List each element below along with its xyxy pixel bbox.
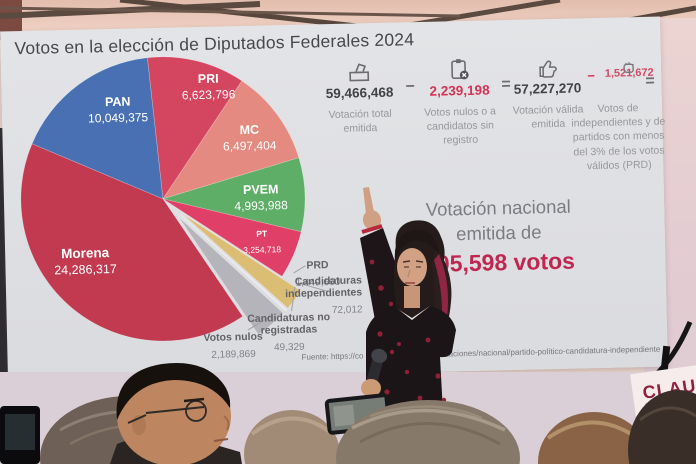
phone-screen-image <box>333 404 356 427</box>
eyebrow <box>183 397 205 403</box>
speaker-hair-top <box>394 229 439 260</box>
pie-slice-6 <box>180 214 287 312</box>
leader-lines <box>247 265 328 331</box>
hair <box>116 363 231 420</box>
pie-slice-7 <box>178 216 284 335</box>
pie-slice-4 <box>181 213 302 309</box>
pie-slice-0 <box>147 56 243 200</box>
presentation-slide: Votos en la elección de Diputados Federa… <box>0 16 668 382</box>
nose <box>407 269 411 278</box>
red-bracelet <box>361 224 383 234</box>
pie-slice-8 <box>20 143 244 342</box>
nose <box>223 415 230 431</box>
camera-screen <box>5 414 35 450</box>
face <box>117 366 231 464</box>
equation-term-total: 59,466,468 Votación total emitida <box>313 58 407 136</box>
pie-slices <box>20 56 306 342</box>
equation-term-valid: 57,227,270 Votación válida emitida <box>511 54 585 132</box>
pie-slice-1 <box>162 80 300 200</box>
hand-holding-mic <box>361 379 381 397</box>
crowd-head-brown <box>538 412 650 464</box>
pointing-finger <box>363 187 374 214</box>
crowd-man-glasses <box>110 363 242 464</box>
hair-streak <box>639 406 696 422</box>
mic-stand <box>660 345 671 374</box>
leader-line <box>247 317 269 331</box>
tent-corner <box>0 0 22 40</box>
thumbs-up-icon <box>511 54 584 80</box>
hair-streak <box>351 408 506 432</box>
leader-line <box>291 286 296 312</box>
ponytail-ribbon <box>434 254 448 332</box>
eyebrows <box>402 260 424 263</box>
pie-slice-9 <box>31 57 164 200</box>
equation-term-null: 2,239,198 Votos nulos o a candidatos sin… <box>417 56 503 148</box>
fist-icon <box>622 61 635 79</box>
pie-slice-5 <box>180 214 288 311</box>
hair-streak <box>359 422 501 446</box>
pie-slice-2 <box>161 157 306 233</box>
speaker-face <box>397 248 427 286</box>
glasses-temple <box>127 414 147 424</box>
ballot-box-icon <box>313 58 406 84</box>
clipboard-cancel-icon <box>417 56 502 82</box>
pie-slice-3 <box>162 198 302 277</box>
pie-chart <box>20 56 328 342</box>
leader-line <box>297 282 328 292</box>
glasses-bridge <box>145 406 205 414</box>
mouth <box>213 438 229 442</box>
hair-streak <box>250 416 332 436</box>
speaker-hand <box>362 210 382 230</box>
leader-line <box>293 265 306 274</box>
hair-streak <box>369 405 483 420</box>
speaker <box>360 187 456 430</box>
beam <box>0 6 461 18</box>
speaker-neck <box>404 286 420 308</box>
